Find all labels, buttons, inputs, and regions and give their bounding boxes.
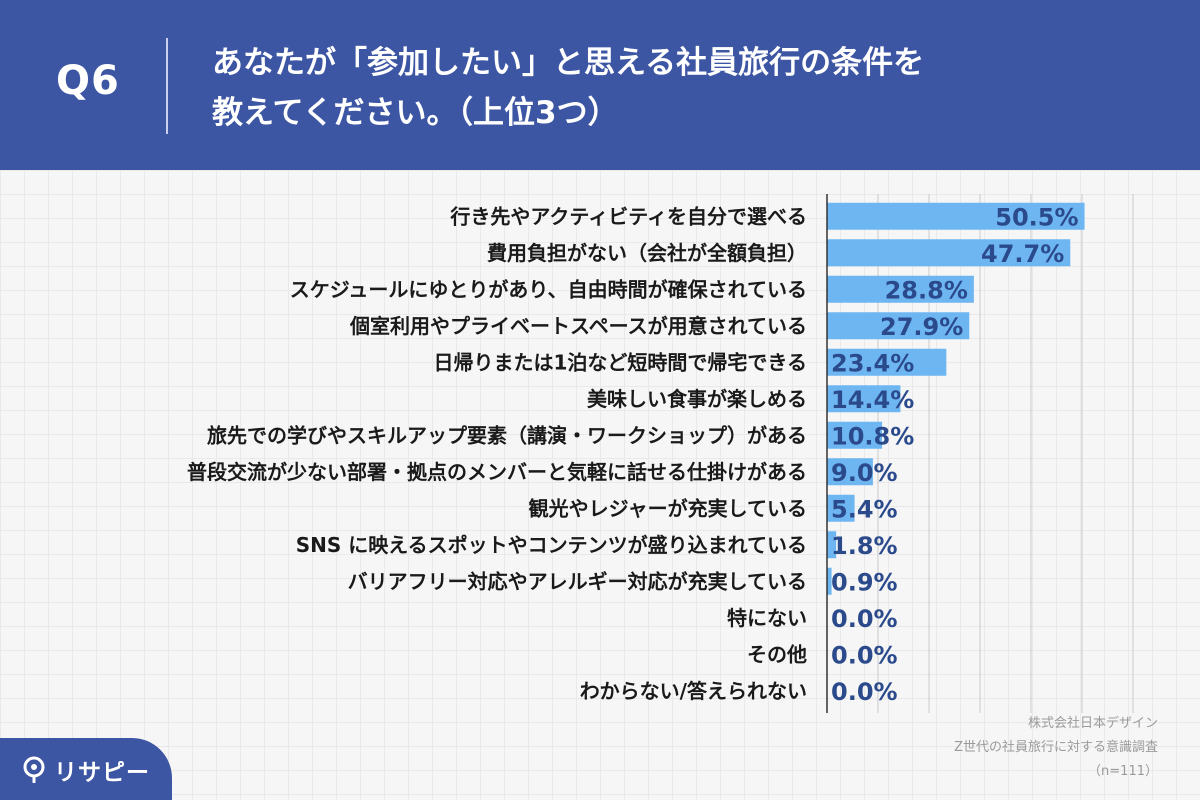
question-title-line2: 教えてください。（上位3つ） xyxy=(212,95,619,131)
chart-panel: 行き先やアクティビティを自分で選べる 50.5% 費用負担がない（会社が全額負担） 4… xyxy=(0,170,1200,800)
value-label: 0.0% xyxy=(831,641,898,669)
bar xyxy=(827,202,1085,230)
question-number: Q6 xyxy=(56,58,120,104)
category-label: 普段交流が少ない部署・拠点のメンバーと気軽に話せる仕掛けがある xyxy=(187,460,807,484)
value-label: 23.4% xyxy=(831,349,914,377)
category-label: 美味しい食事が楽しめる xyxy=(587,387,807,411)
value-label: 9.0% xyxy=(831,459,898,487)
category-label: バリアフリー対応やアレルギー対応が充実している xyxy=(348,569,807,593)
brand-logo: リサピー xyxy=(0,738,172,800)
value-label: 14.4% xyxy=(831,386,914,414)
bar xyxy=(827,531,837,559)
category-label: その他 xyxy=(747,642,807,666)
bar xyxy=(827,348,947,376)
category-label: 観光やレジャーが充実している xyxy=(529,496,807,520)
value-label: 10.8% xyxy=(831,422,914,450)
category-label: スケジュールにゆとりがあり、自由時間が確保されている xyxy=(290,277,807,301)
header-divider xyxy=(166,38,168,134)
header: Q6 あなたが「参加したい」と思える社員旅行の条件を 教えてください。（上位3つ… xyxy=(0,0,1200,170)
bar xyxy=(827,567,832,595)
value-label: 28.8% xyxy=(885,276,968,304)
value-label: 0.0% xyxy=(831,605,898,633)
category-label: 日帰りまたは1泊など短時間で帰宅できる xyxy=(433,350,807,374)
question-title: あなたが「参加したい」と思える社員旅行の条件を 教えてください。（上位3つ） xyxy=(212,38,1172,138)
bar xyxy=(827,494,855,522)
source-company: 株式会社日本デザイン xyxy=(1027,716,1158,731)
value-label: 27.9% xyxy=(880,313,963,341)
value-label: 0.9% xyxy=(831,568,898,596)
bar xyxy=(827,421,883,449)
category-label: 行き先やアクティビティを自分で選べる xyxy=(449,204,807,228)
category-label: 特にない xyxy=(727,606,807,630)
brand-name: リサピー xyxy=(54,760,150,786)
sample-size: （n=111） xyxy=(1088,764,1158,779)
category-label: 個室利用やプライベートスペースが用意されている xyxy=(349,314,807,338)
value-label: 5.4% xyxy=(831,495,898,523)
bar xyxy=(827,312,970,340)
category-label: SNS に映えるスポットやコンテンツが盛り込まれている xyxy=(296,533,807,557)
value-label: 50.5% xyxy=(995,203,1078,231)
value-label: 1.8% xyxy=(831,532,898,560)
source-survey: Z世代の社員旅行に対する意識調査 xyxy=(954,740,1158,755)
value-label: 47.7% xyxy=(981,240,1064,268)
question-title-line1: あなたが「参加したい」と思える社員旅行の条件を xyxy=(212,45,925,81)
bar xyxy=(827,239,1071,267)
bar xyxy=(827,275,974,303)
value-label: 0.0% xyxy=(831,678,898,706)
category-label: 費用負担がない（会社が全額負担） xyxy=(487,241,807,265)
bar xyxy=(827,385,901,413)
category-label: わからない/答えられない xyxy=(580,679,807,703)
bar-chart: 行き先やアクティビティを自分で選べる 50.5% 費用負担がない（会社が全額負担） 4… xyxy=(187,194,1134,713)
location-pin-icon xyxy=(23,756,45,783)
category-label: 旅先での学びやスキルアップ要素（講演・ワークショップ）がある xyxy=(207,423,807,447)
bar xyxy=(827,458,873,486)
